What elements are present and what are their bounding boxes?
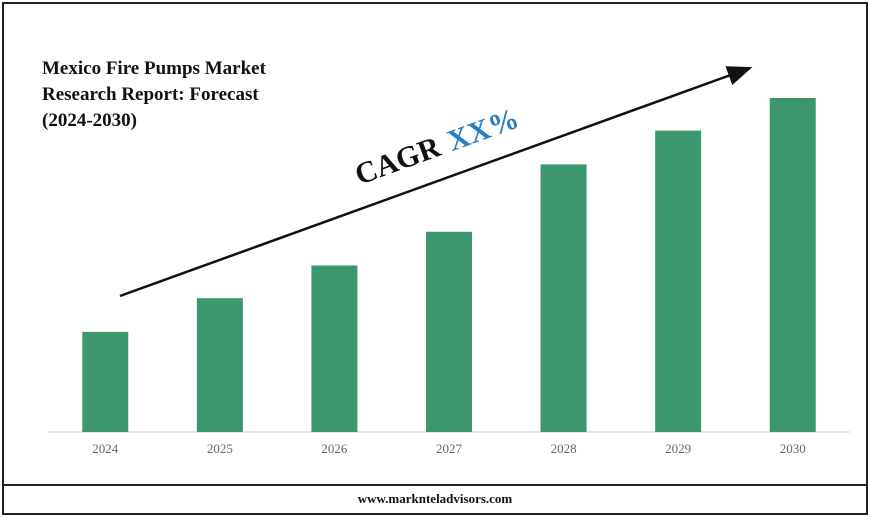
x-tick-label: 2030: [780, 441, 806, 456]
x-tick-label: 2028: [551, 441, 577, 456]
bar: [655, 130, 702, 432]
x-tick-label: 2025: [207, 441, 233, 456]
bar: [82, 331, 129, 432]
cagr-annotation: CAGR XX%: [351, 102, 524, 192]
x-tick-label: 2029: [665, 441, 691, 456]
trend-arrow: [119, 66, 753, 298]
bar: [196, 298, 243, 432]
chart-title: Mexico Fire Pumps Market Research Report…: [42, 58, 266, 131]
bar: [311, 265, 358, 432]
x-tick-label: 2026: [321, 441, 348, 456]
x-tick-label: 2024: [92, 441, 119, 456]
x-tick-label: 2027: [436, 441, 463, 456]
footer: www.marknteladvisors.com: [358, 491, 513, 506]
bar: [426, 231, 472, 432]
bar: [769, 97, 816, 433]
chart-frame: [2, 2, 868, 486]
bar: [540, 164, 587, 432]
cagr-value: XX%: [443, 102, 523, 158]
